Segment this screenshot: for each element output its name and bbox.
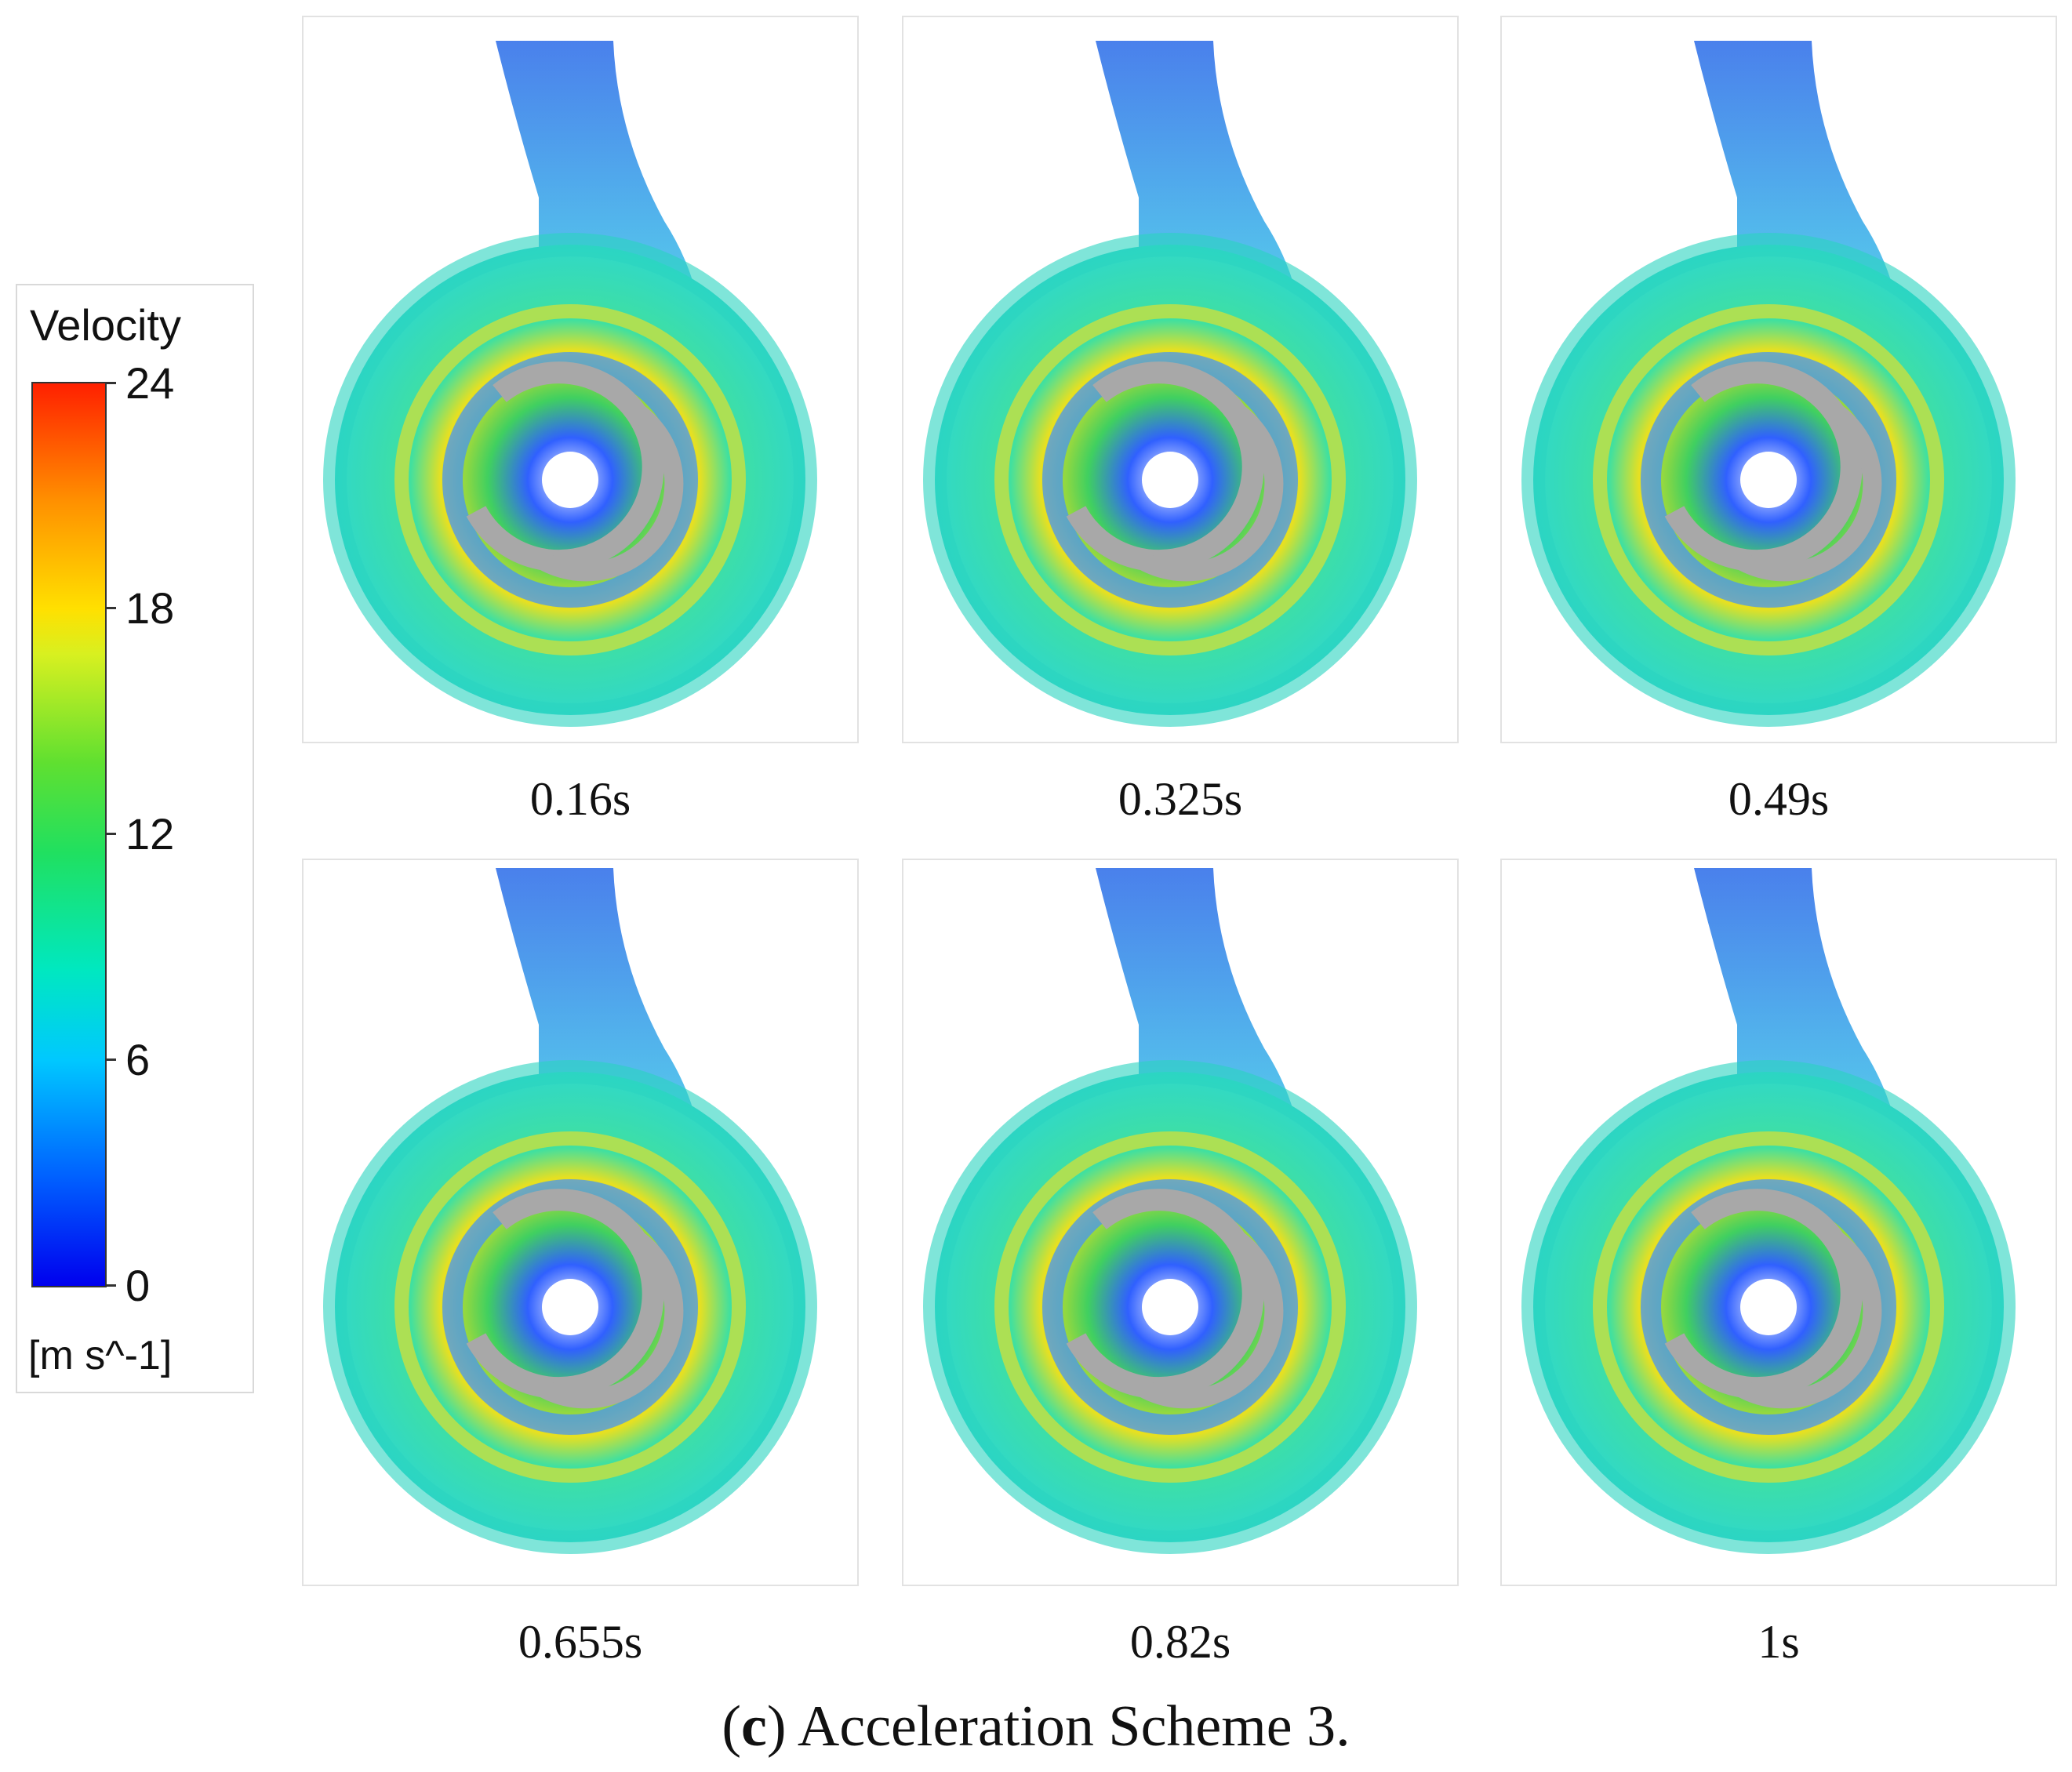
time-label-4: 0.655s bbox=[518, 1616, 643, 1668]
figure-caption: (c) Acceleration Scheme 3. bbox=[722, 1694, 1350, 1759]
legend-label-12: 12 bbox=[125, 809, 175, 859]
pump-flow-image bbox=[903, 860, 1457, 1585]
legend-label-18: 18 bbox=[125, 583, 175, 633]
flow-panel-1 bbox=[302, 16, 859, 743]
flow-panel-3 bbox=[1500, 16, 2057, 743]
pump-flow-image bbox=[1502, 860, 2056, 1585]
caption-text: Acceleration Scheme 3. bbox=[797, 1694, 1350, 1759]
legend-title: Velocity bbox=[30, 300, 181, 350]
legend-label-6: 6 bbox=[125, 1035, 151, 1084]
flow-panel-6 bbox=[1500, 859, 2057, 1586]
legend-label-24: 24 bbox=[125, 358, 175, 408]
time-label-3: 0.49s bbox=[1728, 773, 1830, 825]
velocity-legend: Velocity 24 18 12 6 0 [m s^-1] bbox=[16, 284, 254, 1393]
legend-tick-0 bbox=[107, 1284, 116, 1287]
time-label-5: 0.82s bbox=[1129, 1616, 1231, 1668]
time-label-1: 0.16s bbox=[529, 773, 631, 825]
legend-label-0: 0 bbox=[125, 1261, 151, 1310]
legend-unit: [m s^-1] bbox=[28, 1333, 173, 1378]
legend-tick-18 bbox=[107, 607, 116, 609]
legend-tick-12 bbox=[107, 833, 116, 835]
pump-flow-image bbox=[304, 860, 857, 1585]
pump-flow-image bbox=[903, 17, 1457, 742]
flow-panel-5 bbox=[902, 859, 1459, 1586]
pump-flow-image bbox=[304, 17, 857, 742]
time-label-6: 1s bbox=[1758, 1616, 1800, 1668]
time-label-2: 0.325s bbox=[1118, 773, 1243, 825]
legend-tick-6 bbox=[107, 1058, 116, 1061]
flow-panel-2 bbox=[902, 16, 1459, 743]
flow-panel-4 bbox=[302, 859, 859, 1586]
pump-flow-image bbox=[1502, 17, 2056, 742]
legend-tick-24 bbox=[107, 382, 116, 384]
caption-letter: c bbox=[741, 1694, 767, 1759]
legend-color-bar bbox=[31, 382, 107, 1287]
